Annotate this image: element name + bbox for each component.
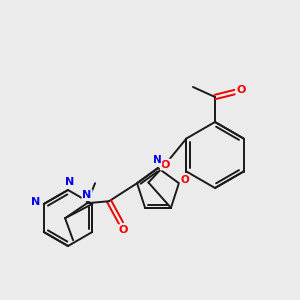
Text: N: N (153, 155, 161, 165)
Text: O: O (236, 85, 246, 95)
Text: N: N (82, 190, 92, 200)
Text: O: O (181, 175, 189, 185)
Text: N: N (65, 177, 75, 187)
Text: N: N (31, 197, 40, 207)
Text: O: O (118, 225, 128, 235)
Text: O: O (161, 160, 170, 170)
